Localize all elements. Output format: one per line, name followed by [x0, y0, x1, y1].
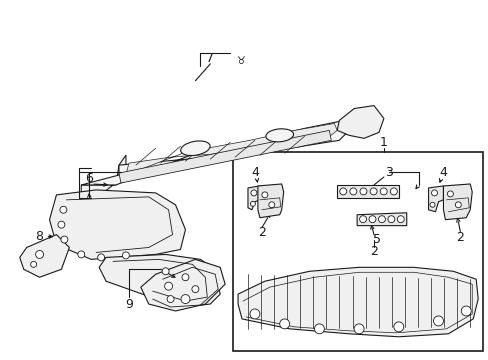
- Polygon shape: [141, 260, 224, 311]
- Circle shape: [369, 188, 376, 195]
- Polygon shape: [99, 255, 220, 307]
- Polygon shape: [20, 235, 69, 277]
- Polygon shape: [257, 184, 283, 218]
- Circle shape: [387, 216, 394, 223]
- Circle shape: [249, 309, 259, 319]
- Polygon shape: [238, 267, 477, 337]
- Circle shape: [36, 251, 43, 258]
- Polygon shape: [337, 185, 398, 198]
- Polygon shape: [81, 155, 126, 210]
- Circle shape: [454, 202, 460, 208]
- Text: 1: 1: [379, 136, 387, 149]
- Text: 4: 4: [250, 166, 258, 179]
- Polygon shape: [356, 213, 406, 226]
- Polygon shape: [126, 123, 337, 175]
- Circle shape: [393, 322, 403, 332]
- Text: 2: 2: [455, 231, 463, 244]
- Polygon shape: [337, 105, 383, 138]
- Polygon shape: [49, 190, 185, 260]
- Text: 8: 8: [36, 230, 43, 243]
- Circle shape: [359, 188, 366, 195]
- Text: 6: 6: [85, 171, 93, 185]
- Polygon shape: [427, 186, 443, 212]
- Circle shape: [262, 192, 267, 198]
- Circle shape: [31, 261, 37, 267]
- Circle shape: [460, 306, 470, 316]
- Circle shape: [389, 188, 396, 195]
- Text: 7: 7: [206, 53, 214, 66]
- Circle shape: [314, 324, 324, 334]
- Text: 3: 3: [384, 166, 392, 179]
- Text: 4: 4: [439, 166, 447, 179]
- Circle shape: [250, 190, 256, 196]
- Polygon shape: [119, 130, 331, 183]
- Circle shape: [368, 216, 375, 223]
- Circle shape: [162, 268, 169, 275]
- Text: 2: 2: [257, 226, 265, 239]
- Polygon shape: [81, 121, 348, 185]
- Text: ♉: ♉: [235, 56, 244, 66]
- Circle shape: [181, 294, 189, 303]
- Circle shape: [353, 324, 364, 334]
- Circle shape: [182, 274, 188, 281]
- Circle shape: [268, 202, 274, 208]
- Circle shape: [339, 188, 346, 195]
- Circle shape: [396, 216, 404, 223]
- Circle shape: [359, 216, 366, 223]
- Circle shape: [167, 296, 174, 302]
- Circle shape: [250, 201, 255, 206]
- Text: 5: 5: [372, 233, 380, 246]
- Circle shape: [431, 190, 437, 196]
- Polygon shape: [443, 184, 471, 220]
- Ellipse shape: [180, 141, 210, 156]
- Circle shape: [60, 206, 67, 213]
- Bar: [233, 152, 482, 351]
- Text: 2: 2: [369, 245, 377, 258]
- Circle shape: [380, 188, 386, 195]
- Circle shape: [433, 316, 443, 326]
- Ellipse shape: [265, 129, 293, 142]
- Circle shape: [98, 254, 104, 261]
- Polygon shape: [247, 186, 259, 210]
- Circle shape: [447, 191, 452, 197]
- Circle shape: [191, 286, 199, 293]
- Circle shape: [61, 236, 68, 243]
- Circle shape: [378, 216, 385, 223]
- Circle shape: [164, 282, 172, 290]
- Circle shape: [78, 251, 84, 258]
- Circle shape: [58, 221, 65, 228]
- Circle shape: [122, 252, 129, 259]
- Circle shape: [349, 188, 356, 195]
- Text: 9: 9: [125, 297, 133, 311]
- Circle shape: [429, 202, 434, 207]
- Circle shape: [279, 319, 289, 329]
